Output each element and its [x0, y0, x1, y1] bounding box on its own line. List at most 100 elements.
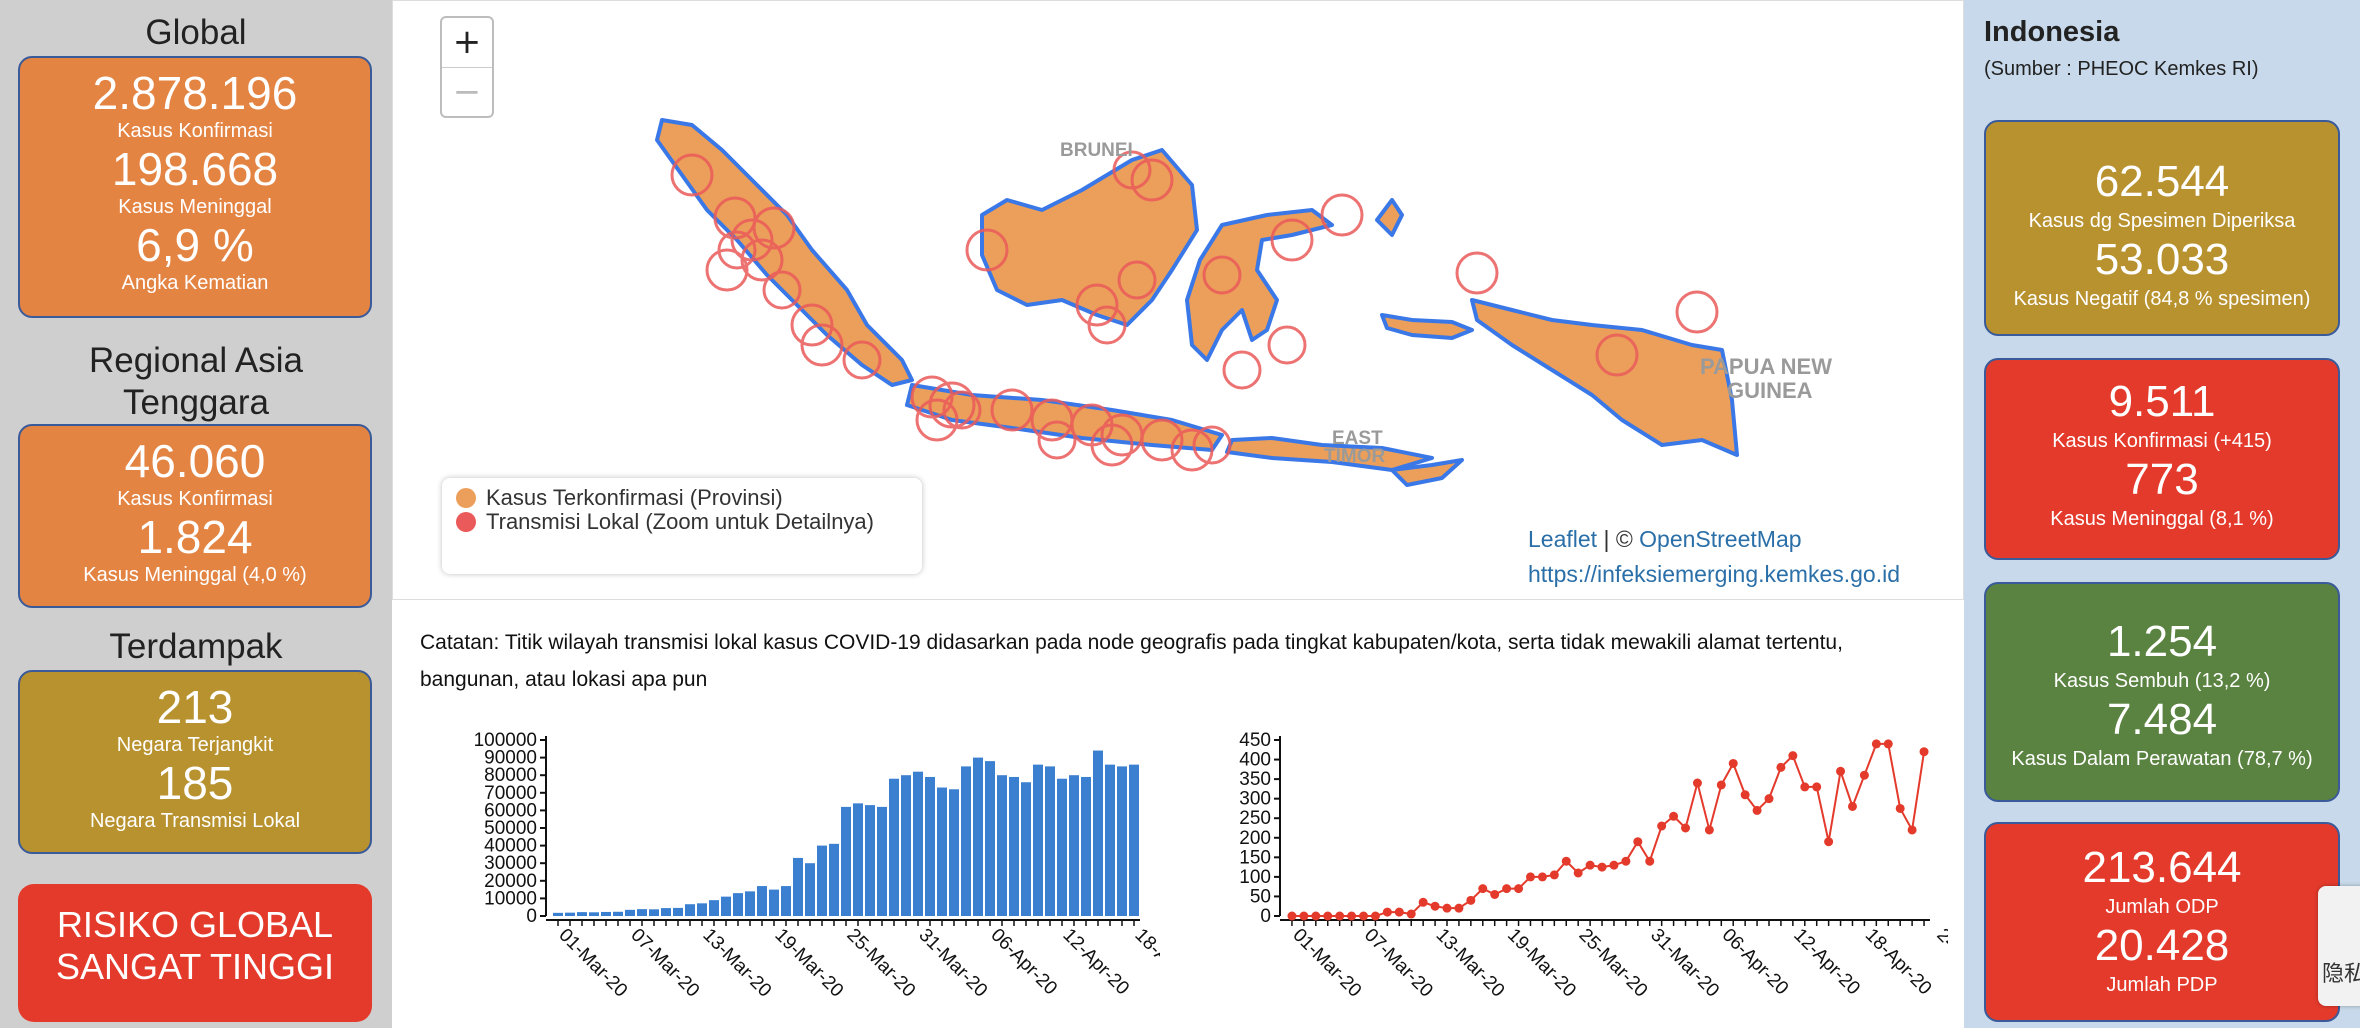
- regional-deaths-label: Kasus Meninggal (4,0 %): [83, 564, 307, 586]
- global-deaths-label: Kasus Meninggal: [118, 196, 272, 218]
- y-tick-label: 0: [1260, 906, 1271, 927]
- bar: [553, 912, 563, 916]
- data-point: [1394, 907, 1404, 917]
- recovered-card: 1.254 Kasus Sembuh (13,2 %) 7.484 Kasus …: [1984, 582, 2340, 802]
- bar: [877, 806, 887, 916]
- data-point: [1621, 856, 1631, 866]
- bar: [853, 803, 863, 916]
- data-point: [1382, 907, 1392, 917]
- data-point: [1442, 903, 1452, 913]
- regional-deaths: 1.824: [137, 511, 253, 563]
- x-tick-label: 13-Mar-20: [698, 925, 775, 1002]
- bar: [913, 771, 923, 916]
- treated-label: Kasus Dalam Perawatan (78,7 %): [2011, 748, 2313, 770]
- data-point: [1347, 911, 1357, 921]
- zoom-out-button[interactable]: −: [442, 67, 492, 116]
- y-tick-label: 50: [1250, 886, 1271, 907]
- bar: [1021, 782, 1031, 916]
- bar: [817, 845, 827, 916]
- data-point: [1919, 747, 1929, 757]
- regional-title: Regional Asia Tenggara: [88, 341, 304, 422]
- bar: [937, 787, 947, 916]
- bar: [1069, 775, 1079, 916]
- confirmed-value: 9.511: [2108, 377, 2216, 426]
- odp-pdp-card: 213.644 Jumlah ODP 20.428 Jumlah PDP: [1984, 822, 2340, 1022]
- source-url-link[interactable]: https://infeksiemerging.kemkes.go.id: [1528, 561, 1901, 587]
- x-tick-label: 01-Mar-20: [554, 925, 631, 1002]
- data-point: [1311, 911, 1321, 921]
- bar: [589, 912, 599, 916]
- negative-value: 53.033: [2094, 235, 2230, 284]
- data-point: [1573, 868, 1583, 878]
- global-confirmed: 2.878.196: [92, 67, 298, 119]
- y-tick-label: 400: [1239, 750, 1271, 771]
- attribution-separator: | ©: [1597, 526, 1640, 552]
- risk-banner: RISIKO GLOBAL SANGAT TINGGI: [18, 884, 372, 1022]
- maluku-shape: [1380, 313, 1474, 340]
- bar: [961, 766, 971, 916]
- data-point: [1704, 825, 1714, 835]
- data-point: [1764, 794, 1774, 804]
- data-point: [1299, 911, 1309, 921]
- data-point: [1287, 911, 1297, 921]
- data-point: [1597, 862, 1607, 872]
- bar: [997, 775, 1007, 916]
- osm-link[interactable]: OpenStreetMap: [1639, 526, 1802, 552]
- y-tick-label: 450: [1239, 730, 1271, 751]
- data-point: [1502, 884, 1512, 894]
- data-point: [1681, 823, 1691, 833]
- sumatra-shape: [655, 118, 914, 387]
- specimen-card: 62.544 Kasus dg Spesimen Diperiksa 53.03…: [1984, 120, 2340, 336]
- bar: [1045, 766, 1055, 916]
- specimen-bar-chart: 0100002000030000400005000060000700008000…: [474, 730, 1160, 1002]
- zoom-control: + −: [440, 16, 494, 118]
- data-point: [1430, 901, 1440, 911]
- indonesia-source: (Sumber : PHEOC Kemkes RI): [1984, 58, 2259, 80]
- data-point: [1728, 758, 1738, 768]
- pdp-label: Jumlah PDP: [2106, 974, 2218, 996]
- bar: [1117, 766, 1127, 916]
- data-point: [1692, 778, 1702, 788]
- y-tick-label: 0: [526, 906, 537, 927]
- bar: [1033, 764, 1043, 916]
- affected-card: 213 Negara Terjangkit 185 Negara Transmi…: [18, 670, 372, 854]
- regional-card: 46.060 Kasus Konfirmasi 1.824 Kasus Meni…: [18, 424, 372, 608]
- bar: [793, 857, 803, 916]
- global-confirmed-label: Kasus Konfirmasi: [117, 120, 273, 142]
- data-point: [1871, 739, 1881, 749]
- zoom-in-button[interactable]: +: [452, 22, 482, 62]
- odp-label: Jumlah ODP: [2105, 896, 2219, 918]
- x-tick-label: 07-Mar-20: [1360, 925, 1437, 1002]
- data-point: [1752, 805, 1762, 815]
- data-point: [1561, 856, 1571, 866]
- leaflet-link[interactable]: Leaflet: [1528, 526, 1598, 552]
- bar: [601, 911, 611, 916]
- recovered-label: Kasus Sembuh (13,2 %): [2053, 670, 2271, 692]
- y-tick-label: 200: [1239, 828, 1271, 849]
- bar: [685, 904, 695, 916]
- indonesia-map[interactable]: BRUNEI PAPUA NEW GUINEA EAST TIMOR: [392, 0, 1964, 600]
- risk-line-2: SANGAT TINGGI: [55, 946, 335, 987]
- bar: [649, 909, 659, 916]
- data-point: [1800, 782, 1810, 792]
- data-point: [1537, 872, 1547, 882]
- confirmed-card: 9.511 Kasus Konfirmasi (+415) 773 Kasus …: [1984, 358, 2340, 560]
- data-point: [1859, 770, 1869, 780]
- global-card: 2.878.196 Kasus Konfirmasi 198.668 Kasus…: [18, 56, 372, 318]
- data-point: [1907, 825, 1917, 835]
- data-point: [1525, 872, 1535, 882]
- data-point: [1657, 821, 1667, 831]
- privacy-badge[interactable]: 隐私: [2318, 886, 2360, 1006]
- bar: [949, 789, 959, 916]
- x-tick-label: 19-Mar-20: [1503, 925, 1580, 1002]
- y-tick-label: 90000: [484, 748, 537, 769]
- y-tick-label: 50000: [484, 818, 537, 839]
- y-tick-label: 70000: [484, 783, 537, 804]
- bar: [673, 907, 683, 916]
- bar: [985, 761, 995, 916]
- regional-confirmed: 46.060: [124, 435, 266, 487]
- affected-countries-label: Negara Terjangkit: [116, 734, 274, 756]
- y-tick-label: 20000: [484, 871, 537, 892]
- bar: [721, 896, 731, 916]
